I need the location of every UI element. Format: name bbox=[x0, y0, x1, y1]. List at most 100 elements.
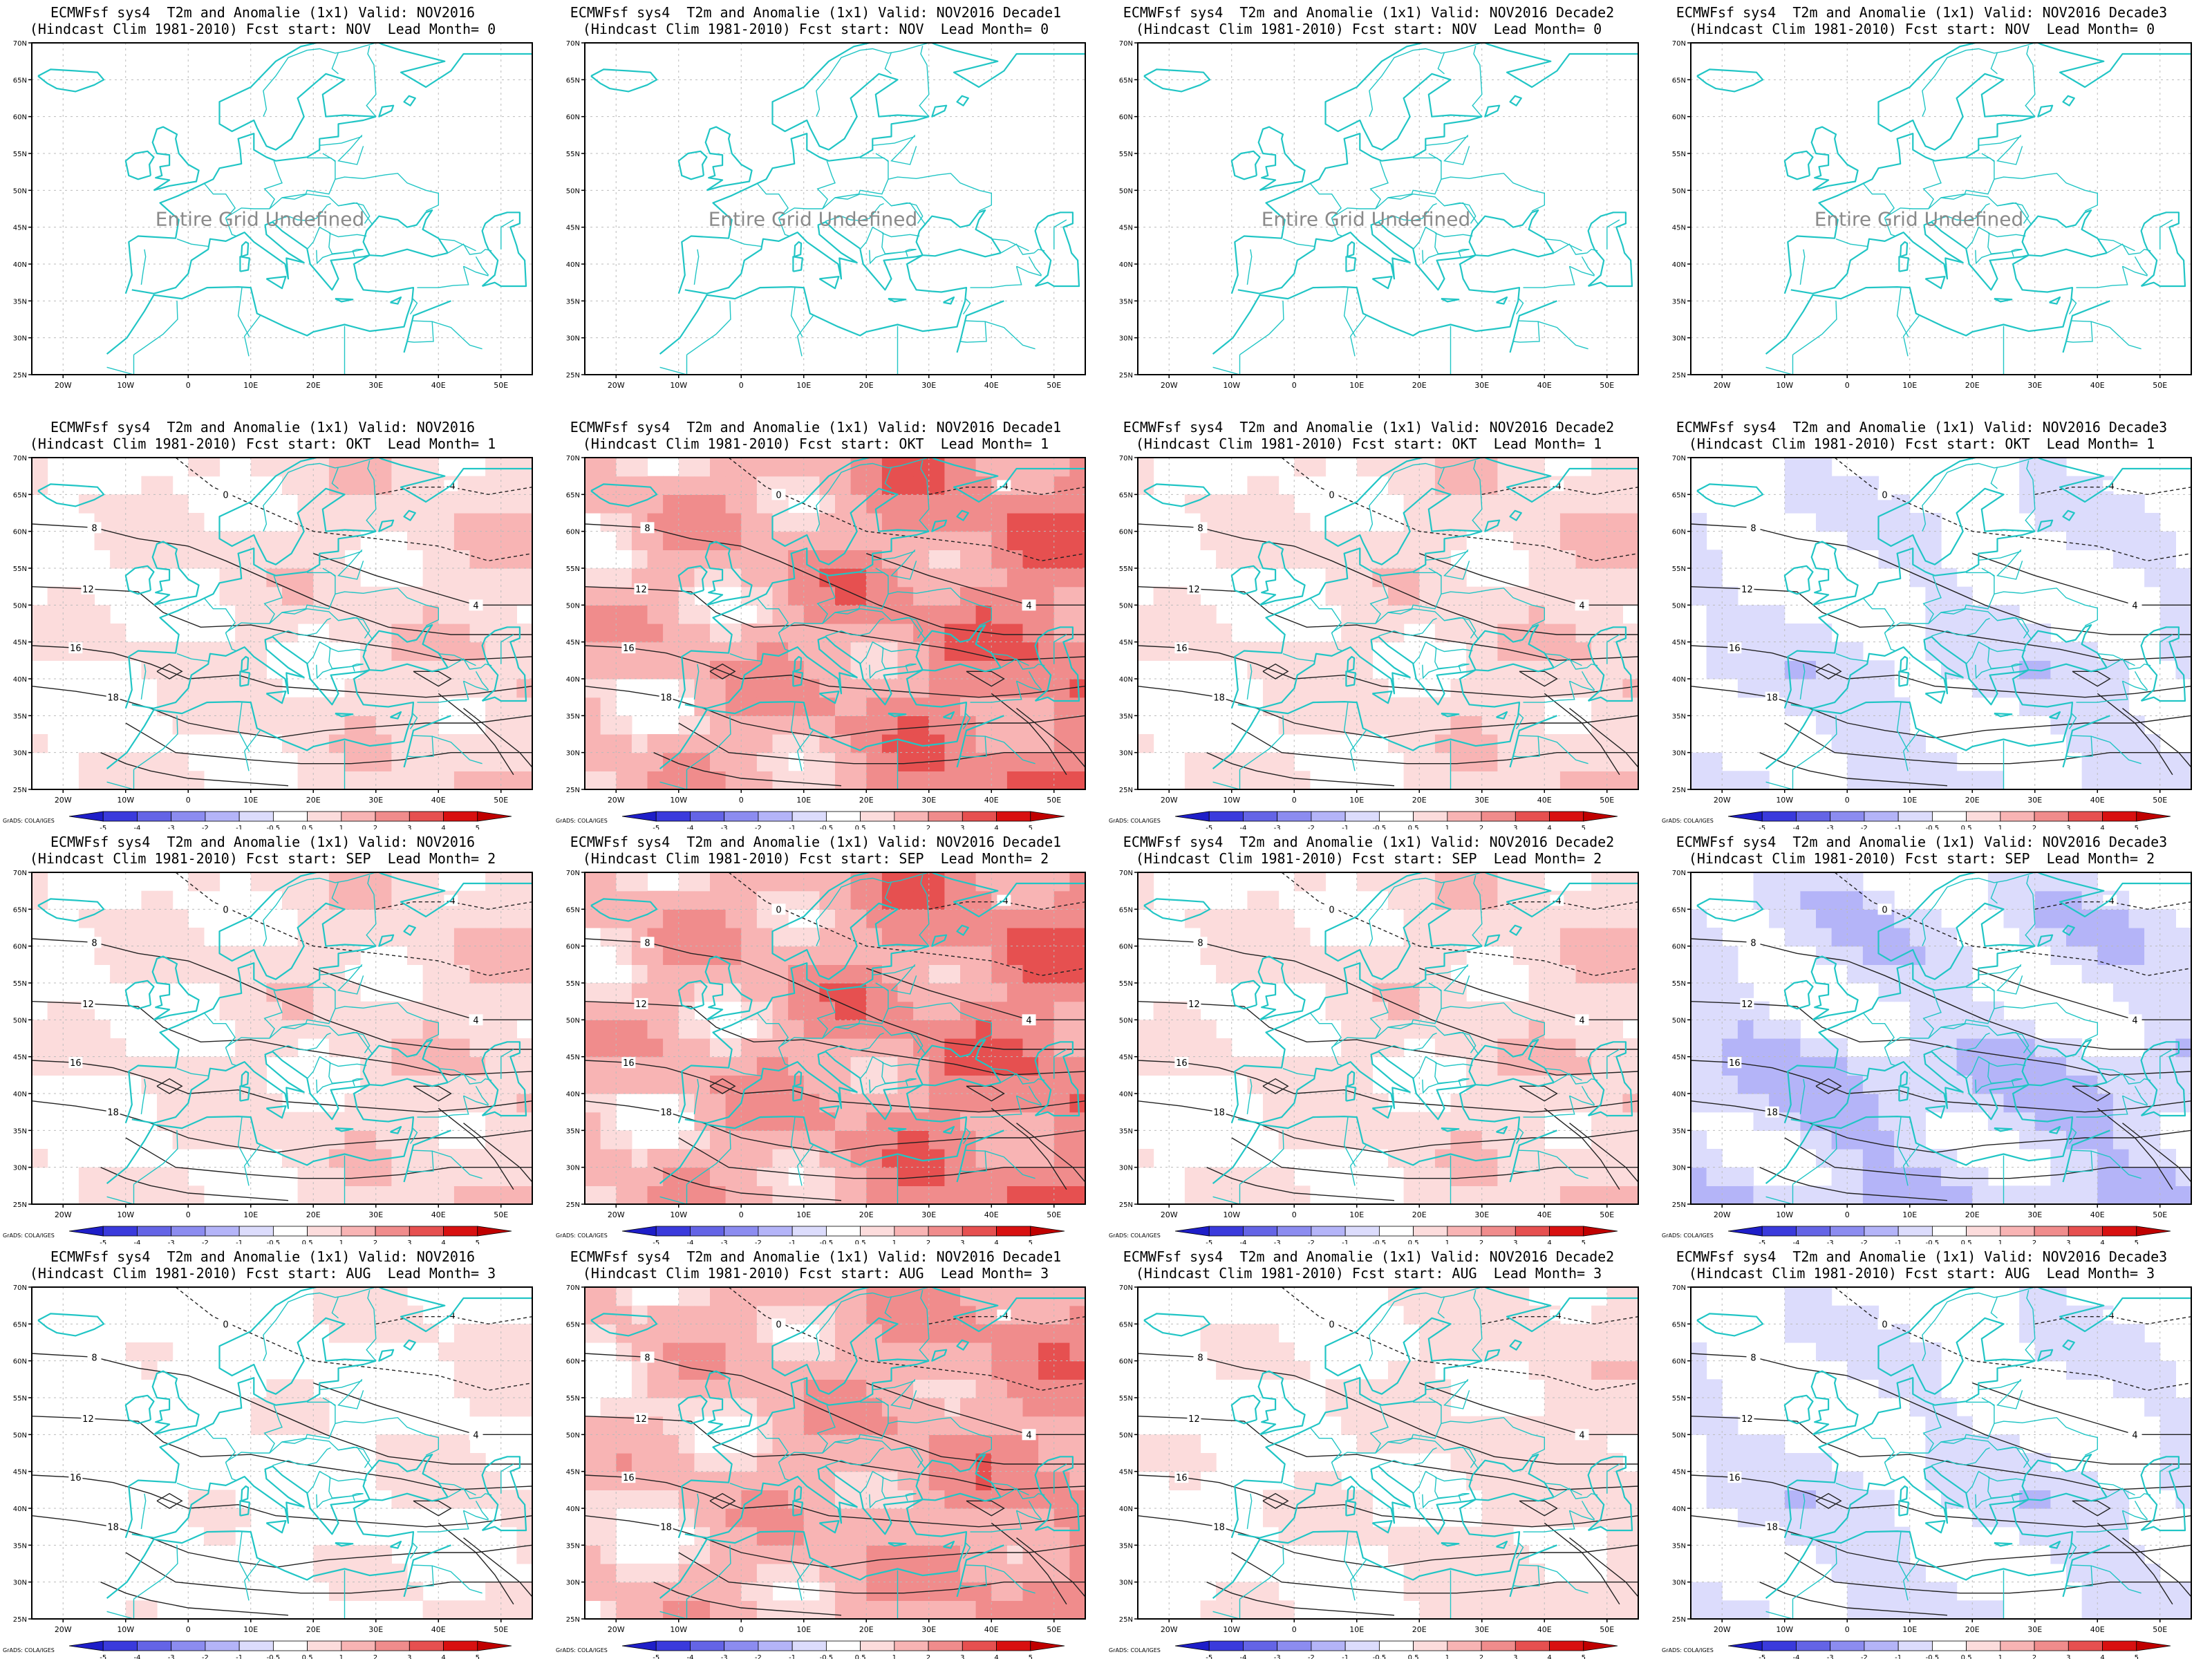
anomaly-cell bbox=[897, 1130, 914, 1150]
country-border bbox=[338, 1031, 371, 1053]
contour-label: 12 bbox=[1188, 585, 1200, 595]
anomaly-cell bbox=[694, 550, 711, 569]
country-border bbox=[438, 1068, 476, 1081]
country-border bbox=[316, 250, 354, 265]
anomaly-cell bbox=[960, 890, 977, 910]
anomaly-cell bbox=[1894, 983, 1911, 1002]
anomaly-cell bbox=[2003, 872, 2020, 892]
anomaly-cell bbox=[422, 1167, 439, 1186]
contour-line bbox=[1419, 553, 1638, 606]
anomaly-cell bbox=[1263, 890, 1280, 910]
anomaly-cell bbox=[1575, 550, 1592, 569]
country-border bbox=[1922, 160, 1942, 209]
anomaly-cell bbox=[772, 641, 789, 661]
anomaly-cell bbox=[819, 715, 836, 735]
contour-line bbox=[1759, 752, 1948, 787]
map-panel-r0-c3: ECMWFsf sys4 T2m and Anomalie (1x1) Vali… bbox=[1659, 0, 2212, 415]
anomaly-cell bbox=[1862, 946, 1880, 965]
country-border bbox=[1378, 1032, 1437, 1051]
anomaly-cell bbox=[328, 752, 346, 771]
anomaly-cell bbox=[1528, 660, 1545, 679]
anomaly-cell bbox=[647, 605, 664, 624]
anomaly-cell bbox=[1481, 1167, 1498, 1186]
anomaly-cell bbox=[1006, 1130, 1024, 1150]
contour-label-bg bbox=[218, 489, 233, 500]
anomaly-cell bbox=[500, 1020, 517, 1039]
anomaly-cell bbox=[1372, 946, 1389, 965]
anomaly-cell bbox=[1309, 964, 1327, 984]
anomaly-cell bbox=[1450, 1112, 1467, 1131]
lon-tick-label: 10W bbox=[1223, 1210, 1240, 1219]
anomaly-cell bbox=[1575, 1149, 1592, 1168]
country-border bbox=[1606, 219, 1620, 250]
anomaly-cell bbox=[725, 458, 742, 477]
lat-tick-label: 35N bbox=[13, 713, 27, 720]
anomaly-cell bbox=[960, 1038, 977, 1058]
colorbar-tick-label: -0.5 bbox=[820, 825, 834, 830]
lat-tick-label: 45N bbox=[566, 639, 580, 647]
anomaly-cell bbox=[1847, 1056, 1864, 1076]
lake-outline bbox=[2037, 519, 2054, 532]
anomaly-cell bbox=[1216, 531, 1232, 550]
anomaly-cell bbox=[1800, 679, 1817, 698]
lat-tick-label: 50N bbox=[566, 602, 580, 610]
anomaly-cell bbox=[1481, 679, 1498, 698]
anomaly-cell bbox=[469, 679, 486, 698]
anomaly-cell bbox=[1784, 1038, 1801, 1058]
anomaly-cell bbox=[1894, 697, 1911, 716]
anomaly-cell bbox=[485, 1167, 502, 1186]
anomaly-cell bbox=[881, 494, 899, 514]
anomaly-cell bbox=[1434, 1020, 1452, 1039]
anomaly-cell bbox=[1309, 697, 1327, 716]
colorbar-tick-label: -1 bbox=[789, 1239, 796, 1244]
anomaly-cell bbox=[360, 715, 377, 735]
lake-outline bbox=[1484, 519, 1501, 532]
lat-tick-label: 25N bbox=[1672, 372, 1686, 379]
coastline bbox=[956, 1130, 1004, 1183]
map-frame bbox=[1137, 457, 1639, 790]
anomaly-cell bbox=[1247, 494, 1264, 514]
colorbar-tick-label: -0.5 bbox=[820, 1239, 834, 1244]
anomaly-cell bbox=[2112, 928, 2130, 947]
anomaly-cell bbox=[1053, 513, 1070, 532]
anomaly-cell bbox=[960, 458, 977, 477]
country-border bbox=[447, 243, 492, 255]
anomaly-cell bbox=[944, 928, 961, 947]
anomaly-cell bbox=[631, 624, 648, 643]
anomaly-cell bbox=[1356, 872, 1373, 892]
anomaly-cell bbox=[1466, 476, 1483, 495]
contour-line bbox=[1262, 663, 1289, 679]
anomaly-cell bbox=[960, 531, 977, 550]
anomaly-cell bbox=[835, 946, 852, 965]
anomaly-cell bbox=[1575, 909, 1592, 928]
country-border bbox=[816, 43, 929, 117]
anomaly-cell bbox=[663, 550, 679, 569]
contour-label-bg bbox=[1575, 599, 1589, 611]
anomaly-cell bbox=[710, 771, 727, 789]
lat-tick-label: 70N bbox=[566, 870, 580, 877]
anomaly-cell bbox=[250, 1094, 267, 1113]
anomaly-cell bbox=[1231, 909, 1248, 928]
country-border bbox=[1246, 249, 1253, 285]
anomaly-cell bbox=[928, 1094, 945, 1113]
anomaly-cell bbox=[438, 1056, 455, 1076]
country-border bbox=[319, 135, 363, 146]
anomaly-cell bbox=[1153, 624, 1170, 643]
anomaly-cell bbox=[188, 946, 205, 965]
lat-tick-label: 70N bbox=[13, 40, 27, 48]
anomaly-cell bbox=[1325, 1001, 1342, 1020]
anomaly-cell bbox=[407, 494, 424, 514]
anomaly-cell bbox=[710, 494, 727, 514]
anomaly-cell bbox=[1575, 1185, 1592, 1204]
contour-label-bg bbox=[634, 583, 648, 594]
country-border bbox=[1966, 157, 1995, 162]
contour-label: -4 bbox=[1553, 897, 1562, 907]
anomaly-cell bbox=[157, 771, 174, 789]
anomaly-cell bbox=[585, 909, 601, 928]
anomaly-cell bbox=[250, 624, 267, 643]
colorbar-tick-label: 0.5 bbox=[855, 1239, 866, 1244]
anomaly-cell bbox=[741, 550, 758, 569]
coastline bbox=[2140, 212, 2186, 288]
country-border bbox=[1940, 982, 1995, 1028]
